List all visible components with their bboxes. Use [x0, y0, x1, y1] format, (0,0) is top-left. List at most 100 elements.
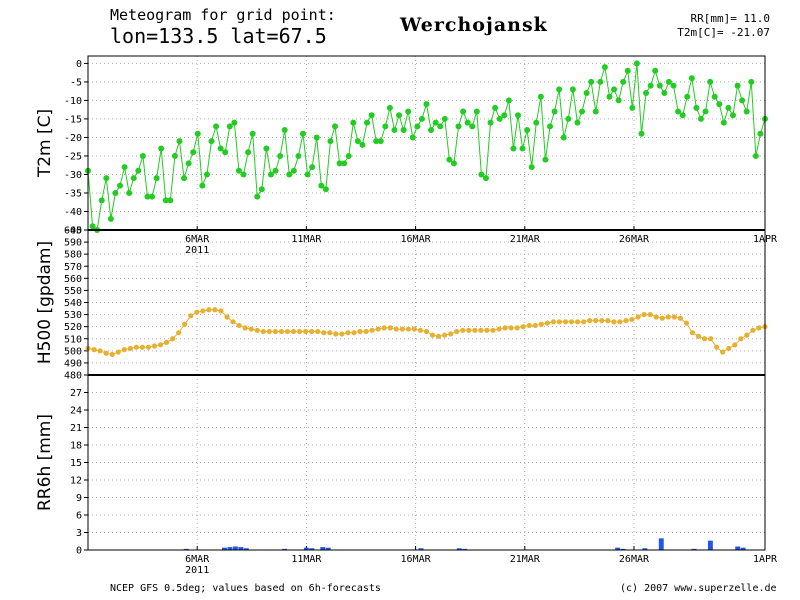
t2m-point	[665, 78, 672, 85]
t2m-point	[656, 82, 663, 89]
rr-readout: RR[mm]= 11.0	[690, 12, 770, 25]
t2m-readout: T2m[C]= -21.07	[677, 26, 770, 39]
t2m-point	[514, 112, 521, 119]
t2m-point	[707, 78, 714, 85]
t2m-point	[556, 86, 563, 93]
t2m-point	[697, 115, 704, 122]
copyright: (c) 2007 www.superzelle.de	[620, 583, 777, 594]
t2m-point	[432, 119, 439, 126]
t2m-point	[350, 119, 357, 126]
h500-point	[127, 345, 133, 352]
rr-bar	[282, 548, 288, 550]
h500-point	[296, 328, 303, 335]
t2m-point	[391, 127, 398, 134]
t2m-point	[524, 127, 531, 134]
h500-point	[200, 308, 206, 314]
t2m-point	[89, 223, 96, 230]
t2m-point	[336, 160, 343, 167]
t2m-point	[373, 138, 380, 145]
t2m-point	[547, 123, 554, 130]
t2m-point	[281, 127, 288, 134]
h500-point	[641, 311, 647, 318]
h500-point	[732, 342, 738, 348]
t2m-point	[286, 171, 293, 178]
t2m-point	[272, 167, 279, 174]
h500-point	[109, 351, 115, 358]
y-tick-label: 530	[64, 310, 82, 321]
h500-point	[357, 328, 363, 335]
h500-point	[345, 330, 351, 336]
t2m-point	[158, 145, 165, 152]
rr-bar	[615, 547, 621, 550]
t2m-point	[743, 108, 750, 115]
t2m-point	[396, 112, 403, 119]
t2m-point	[565, 115, 572, 122]
t2m-point	[661, 90, 668, 97]
h500-point	[568, 319, 575, 325]
h500-point	[248, 326, 254, 332]
h500-point	[635, 314, 641, 320]
h500-point	[484, 327, 490, 333]
h500-point	[695, 333, 702, 339]
h500-point	[744, 332, 750, 338]
h500-point	[550, 319, 557, 325]
x-tick-year-label: 2011	[185, 565, 209, 576]
h500-point	[212, 307, 218, 313]
h500-point	[284, 328, 291, 335]
h500-point	[460, 327, 466, 333]
t2m-point	[624, 67, 631, 74]
h500-point	[593, 318, 599, 324]
t2m-point	[149, 193, 156, 200]
h500-point	[327, 330, 333, 336]
h500-point	[176, 330, 182, 336]
h500-point	[218, 308, 224, 314]
rr-bar	[238, 547, 244, 550]
t2m-point	[359, 141, 366, 148]
h500-point	[738, 336, 744, 342]
t2m-point	[190, 149, 197, 156]
h500-point	[188, 313, 194, 319]
h500-point	[423, 328, 430, 335]
t2m-point	[208, 138, 215, 145]
y-tick-label: -45	[64, 226, 82, 237]
h500-point	[478, 327, 484, 333]
h500-point	[315, 328, 321, 335]
t2m-point	[501, 112, 508, 119]
h500-point	[671, 314, 677, 320]
t2m-point	[176, 138, 183, 145]
h500-point	[520, 324, 526, 330]
y-tick-label: -15	[64, 114, 82, 125]
t2m-point	[382, 123, 389, 130]
t2m-point	[579, 108, 586, 115]
t2m-point	[235, 167, 242, 174]
t2m-point	[455, 123, 462, 130]
h500-point	[538, 321, 544, 327]
t2m-point	[181, 175, 188, 182]
t2m-point	[496, 115, 503, 122]
x-tick-label: 6MAR	[185, 234, 210, 245]
t2m-point	[464, 119, 471, 126]
t2m-point	[364, 119, 371, 126]
t2m-point	[629, 104, 636, 111]
y-tick-label: 500	[64, 346, 82, 357]
rr-bar	[183, 548, 189, 550]
t2m-point	[606, 93, 613, 100]
h500-point	[254, 327, 260, 333]
t2m-series-line	[87, 63, 766, 231]
t2m-point	[327, 138, 334, 145]
t2m-point	[551, 108, 558, 115]
t2m-point	[492, 104, 499, 111]
t2m-point	[441, 115, 448, 122]
t2m-point	[428, 127, 435, 134]
t2m-point	[519, 145, 526, 152]
h500-point	[599, 318, 605, 324]
h500-point	[393, 326, 399, 332]
h500-point	[659, 315, 665, 321]
h500-point	[575, 319, 581, 325]
t2m-point	[487, 119, 494, 126]
h500-point	[756, 325, 762, 331]
h500-point	[714, 344, 720, 350]
t2m-point	[277, 152, 284, 159]
t2m-point	[332, 123, 339, 130]
x-tick-label: 11MAR	[291, 234, 322, 245]
